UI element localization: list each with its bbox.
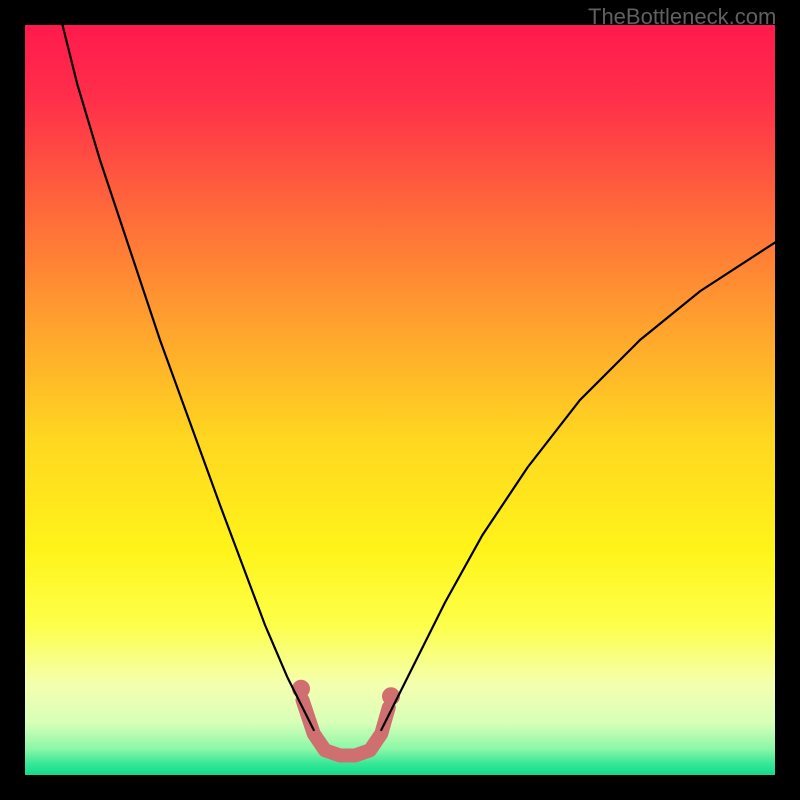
- highlight-endpoint-left: [292, 680, 310, 698]
- watermark-text: TheBottleneck.com: [588, 4, 776, 30]
- bottleneck-chart: [0, 0, 800, 800]
- plot-background: [25, 25, 775, 775]
